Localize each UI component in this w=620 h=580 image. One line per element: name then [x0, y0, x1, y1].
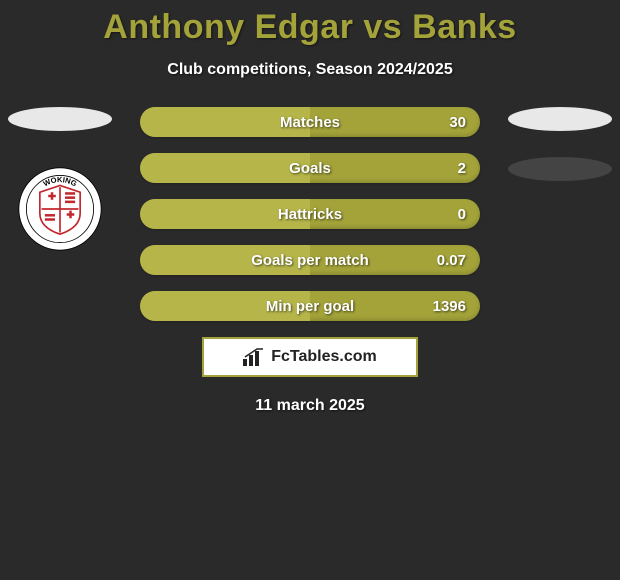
stat-row-hattricks: Hattricks 0: [140, 199, 480, 229]
stat-row-goals: Goals 2: [140, 153, 480, 183]
stat-label: Min per goal: [140, 291, 480, 321]
stat-label: Hattricks: [140, 199, 480, 229]
stat-row-matches: Matches 30: [140, 107, 480, 137]
stat-value: 0.07: [437, 245, 466, 275]
brand-box[interactable]: FcTables.com: [202, 337, 418, 377]
brand-text: FcTables.com: [271, 348, 377, 366]
player-photo-right-placeholder: [508, 107, 612, 131]
club-badge-right-placeholder: [508, 157, 612, 181]
stat-row-min-per-goal: Min per goal 1396: [140, 291, 480, 321]
stat-label: Goals: [140, 153, 480, 183]
stat-value: 1396: [433, 291, 466, 321]
stat-label: Goals per match: [140, 245, 480, 275]
page-title: Anthony Edgar vs Banks: [0, 0, 620, 47]
stat-value: 30: [449, 107, 466, 137]
stat-value: 2: [458, 153, 466, 183]
stat-label: Matches: [140, 107, 480, 137]
club-badge-left: WOKING: [18, 167, 102, 251]
comparison-chart: WOKING Matches 30 Goals 2: [0, 107, 620, 415]
woking-badge-icon: WOKING: [18, 167, 102, 251]
footer-date: 11 march 2025: [0, 397, 620, 415]
stat-value: 0: [458, 199, 466, 229]
player-photo-left-placeholder: [8, 107, 112, 131]
bar-chart-icon: [243, 348, 265, 366]
stat-row-goals-per-match: Goals per match 0.07: [140, 245, 480, 275]
stats-bars: Matches 30 Goals 2 Hattricks 0 Goals per…: [140, 107, 480, 321]
page-subtitle: Club competitions, Season 2024/2025: [0, 61, 620, 79]
